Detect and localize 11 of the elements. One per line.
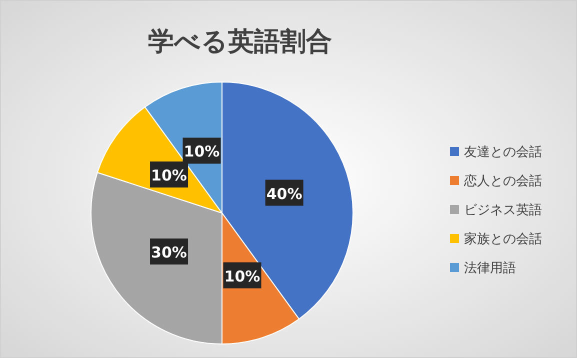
legend-label: 法律用語 [464,261,516,276]
data-label: 30% [151,244,187,262]
data-label: 10% [151,166,187,184]
legend-label: ビジネス英語 [464,203,542,218]
legend-label: 家族との会話 [464,231,542,247]
legend-label: 恋人との会話 [463,173,542,189]
data-label: 10% [224,267,260,286]
chart-title: 学べる英語割合 [148,27,332,57]
data-label: 40% [266,184,302,203]
slice-label: 友達との会話 [464,145,542,160]
data-label: 10% [184,142,220,161]
